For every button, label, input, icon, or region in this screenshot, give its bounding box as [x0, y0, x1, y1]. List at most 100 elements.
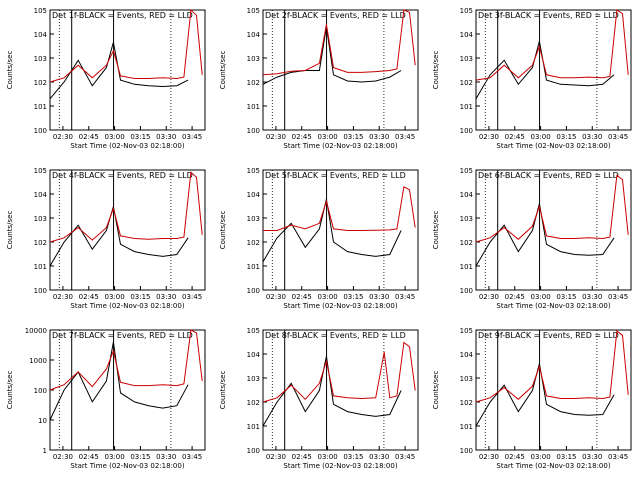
y-tick-label: 103	[247, 215, 260, 223]
y-tick-label: 105	[460, 167, 473, 175]
y-tick-label: 104	[247, 351, 261, 359]
chart-title: Det 3f-BLACK = Events, RED = LLD	[478, 11, 619, 20]
x-tick-label: 03:15	[556, 133, 576, 141]
y-tick-label: 101	[34, 263, 47, 271]
chart-title: Det 9f-BLACK = Events, RED = LLD	[478, 331, 619, 340]
y-tick-label: 104	[34, 191, 48, 199]
series-events-line	[262, 26, 402, 85]
x-tick-label: 03:15	[556, 453, 576, 461]
y-tick-label: 1000	[29, 357, 47, 365]
chart-title: Det 8f-BLACK = Events, RED = LLD	[265, 331, 406, 340]
x-axis-label: Start Time (02-Nov-03 02:18:00)	[496, 462, 610, 470]
x-tick-label: 02:45	[79, 453, 99, 461]
y-tick-label: 105	[247, 167, 260, 175]
x-tick-label: 02:45	[79, 133, 99, 141]
y-tick-label: 105	[34, 167, 47, 175]
chart-panel-6: Det 6f-BLACK = Events, RED = LLD 100 101 10…	[432, 167, 632, 310]
series-lld-line	[263, 186, 416, 231]
series-lld-line	[475, 174, 629, 243]
y-tick-label: 100	[247, 127, 260, 135]
chart-title: Det 6f-BLACK = Events, RED = LLD	[478, 171, 619, 180]
x-tick-label: 02:45	[292, 453, 312, 461]
y-axis-label: Counts/sec	[432, 371, 440, 410]
x-tick-label: 03:00	[104, 293, 124, 301]
x-tick-label: 02:30	[479, 133, 499, 141]
y-axis-label: Counts/sec	[432, 51, 440, 90]
chart-title: Det 2f-BLACK = Events, RED = LLD	[265, 11, 406, 20]
y-tick-label: 100	[460, 447, 473, 455]
x-axis-label: Start Time (02-Nov-03 02:18:00)	[496, 142, 610, 150]
y-tick-label: 104	[460, 351, 474, 359]
y-tick-label: 100	[34, 287, 47, 295]
y-tick-label: 104	[460, 191, 474, 199]
chart-title: Det 7f-BLACK = Events, RED = LLD	[52, 331, 193, 340]
y-axis-label: Counts/sec	[432, 211, 440, 250]
y-tick-label: 101	[247, 103, 260, 111]
x-tick-label: 03:45	[395, 453, 415, 461]
y-tick-label: 105	[247, 327, 260, 335]
x-tick-label: 02:45	[292, 133, 312, 141]
y-tick-label: 102	[460, 79, 473, 87]
series-events-line	[475, 363, 615, 427]
x-tick-label: 03:00	[317, 293, 337, 301]
y-tick-label: 102	[460, 239, 473, 247]
plot-frame	[49, 329, 206, 451]
y-tick-label: 105	[34, 7, 47, 15]
chart-panel-8: Det 8f-BLACK = Events, RED = LLD 100 101 10…	[219, 327, 419, 470]
plot-frame	[475, 9, 632, 131]
series-lld-line	[49, 171, 203, 243]
x-tick-label: 03:30	[582, 453, 602, 461]
series-events-line	[49, 42, 189, 100]
y-tick-label: 104	[34, 31, 48, 39]
y-tick-label: 102	[34, 79, 47, 87]
y-tick-label: 100	[247, 447, 260, 455]
series-events-line	[49, 341, 189, 421]
series-lld-line	[262, 341, 416, 403]
x-tick-label: 03:45	[182, 453, 202, 461]
chart-panel-9: Det 9f-BLACK = Events, RED = LLD 100 101 10…	[432, 327, 632, 470]
plot-frame	[49, 9, 206, 131]
x-axis-label: Start Time (02-Nov-03 02:18:00)	[283, 462, 397, 470]
y-tick-label: 103	[460, 55, 473, 63]
y-tick-label: 102	[247, 399, 260, 407]
y-tick-label: 10000	[25, 327, 47, 335]
y-tick-label: 101	[460, 423, 473, 431]
y-tick-label: 100	[34, 127, 47, 135]
y-tick-label: 102	[247, 79, 260, 87]
x-tick-label: 02:30	[53, 133, 73, 141]
x-tick-label: 03:45	[608, 133, 628, 141]
plot-frame	[475, 329, 632, 451]
series-events-line	[49, 206, 189, 267]
x-tick-label: 02:30	[53, 293, 73, 301]
x-tick-label: 03:45	[182, 293, 202, 301]
x-tick-label: 03:00	[530, 453, 550, 461]
y-tick-label: 100	[460, 127, 473, 135]
x-tick-label: 02:30	[479, 453, 499, 461]
y-tick-label: 10	[38, 417, 47, 425]
x-axis-label: Start Time (02-Nov-03 02:18:00)	[283, 142, 397, 150]
chart-title: Det 5f-BLACK = Events, RED = LLD	[265, 171, 406, 180]
y-tick-label: 101	[34, 103, 47, 111]
series-lld-line	[475, 330, 629, 403]
x-tick-label: 02:45	[505, 133, 525, 141]
y-axis-label: Counts/sec	[219, 211, 227, 250]
series-lld-line	[262, 9, 416, 76]
x-tick-label: 03:30	[369, 293, 389, 301]
x-tick-label: 02:30	[266, 453, 286, 461]
y-tick-label: 101	[247, 263, 260, 271]
x-axis-label: Start Time (02-Nov-03 02:18:00)	[70, 462, 184, 470]
x-tick-label: 02:45	[505, 453, 525, 461]
x-tick-label: 03:30	[156, 453, 176, 461]
x-tick-label: 02:30	[479, 293, 499, 301]
y-tick-label: 104	[247, 31, 261, 39]
plot-frame	[262, 9, 419, 131]
x-tick-label: 03:00	[104, 453, 124, 461]
series-lld-line	[475, 9, 629, 81]
x-tick-label: 02:30	[53, 453, 73, 461]
plot-frame	[49, 169, 206, 291]
y-tick-label: 101	[247, 423, 260, 431]
x-tick-label: 03:00	[530, 133, 550, 141]
x-tick-label: 03:45	[182, 133, 202, 141]
